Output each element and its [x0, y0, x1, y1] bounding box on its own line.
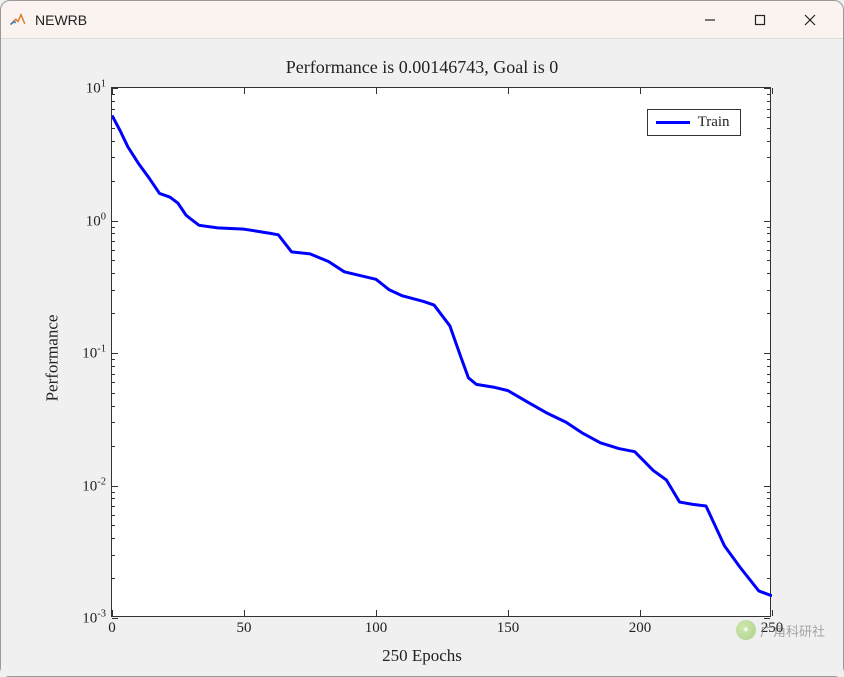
x-axis-label: 250 Epochs [11, 646, 833, 666]
chart-canvas [112, 88, 772, 618]
x-tick-label: 0 [108, 620, 116, 637]
window-title: NEWRB [35, 12, 685, 28]
x-tick [772, 610, 773, 616]
minimize-button[interactable] [685, 1, 735, 39]
axes-box: 05010015020025010-310-210-1100101Train [111, 87, 771, 617]
matlab-icon [9, 11, 27, 29]
x-tick-label: 100 [365, 620, 388, 637]
y-tick [112, 618, 118, 619]
x-tick-label: 50 [237, 620, 252, 637]
legend-swatch [656, 121, 690, 124]
train-line [112, 116, 772, 596]
app-window: NEWRB Performance is 0.00146743, Goal is… [0, 0, 844, 677]
figure-area: Performance is 0.00146743, Goal is 0 Per… [1, 39, 843, 676]
titlebar: NEWRB [1, 1, 843, 39]
y-tick-label: 10-3 [82, 609, 106, 628]
chart-title: Performance is 0.00146743, Goal is 0 [11, 57, 833, 78]
y-axis-label: Performance [42, 314, 62, 401]
y-tick-label: 10-1 [82, 344, 106, 363]
x-tick [772, 88, 773, 94]
y-tick-label: 10-2 [82, 476, 106, 495]
legend-label: Train [698, 114, 730, 131]
y-tick-label: 100 [86, 211, 106, 230]
close-button[interactable] [785, 1, 835, 39]
y-tick-label: 101 [86, 79, 106, 98]
x-tick-label: 150 [497, 620, 520, 637]
legend: Train [647, 109, 741, 136]
window-controls [685, 1, 835, 39]
x-tick-label: 250 [761, 620, 784, 637]
x-tick-label: 200 [629, 620, 652, 637]
maximize-button[interactable] [735, 1, 785, 39]
y-tick [764, 618, 770, 619]
plot-container: Performance is 0.00146743, Goal is 0 Per… [11, 49, 833, 666]
